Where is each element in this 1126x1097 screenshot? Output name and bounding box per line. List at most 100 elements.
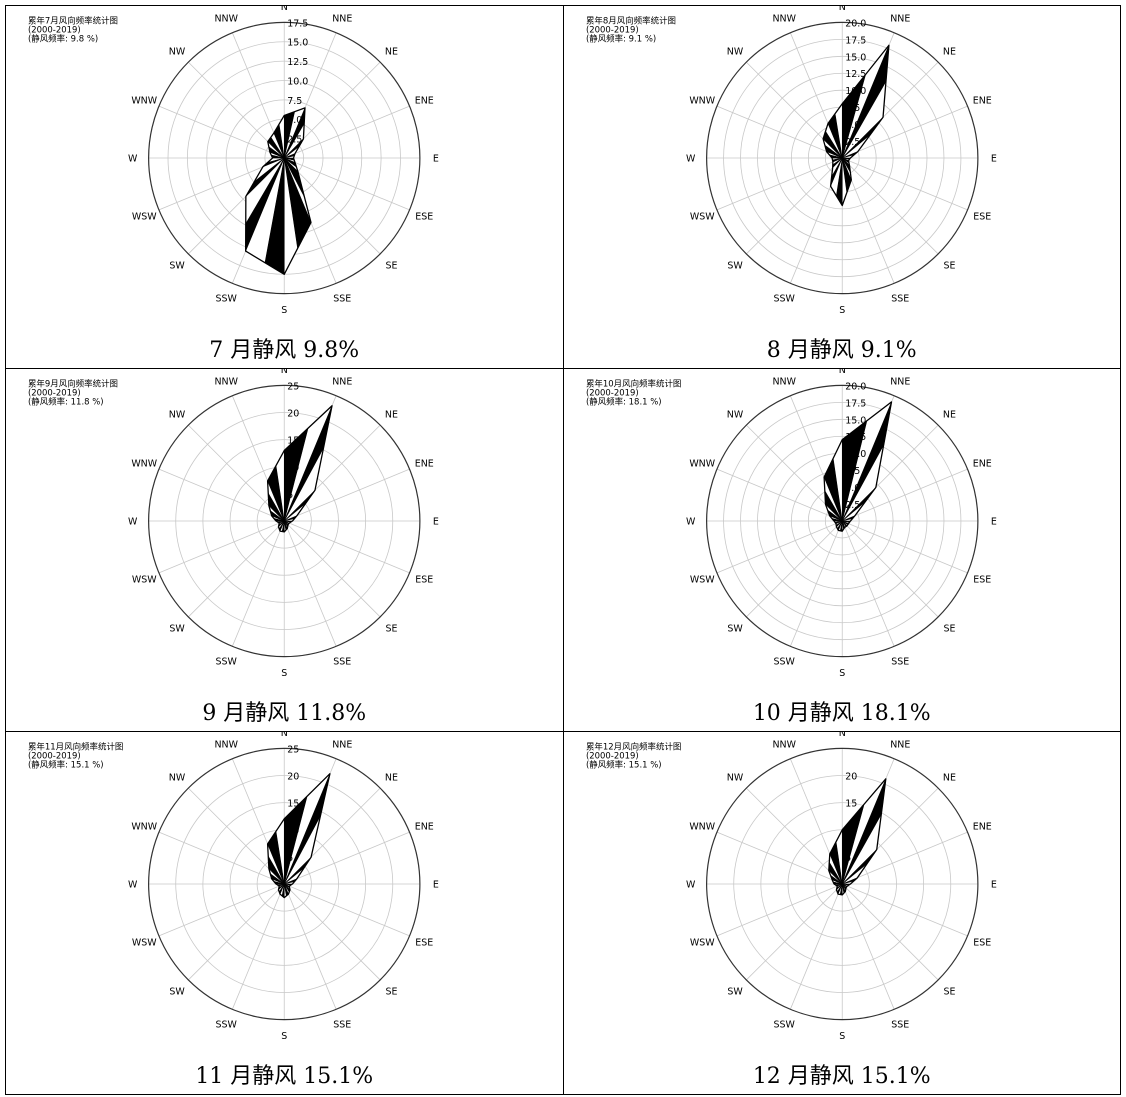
wind-frequency-petal [284,883,294,886]
wind-frequency-petal [841,520,845,530]
radial-tick-label: 17.5 [845,35,866,46]
direction-label: SSW [216,1020,238,1031]
direction-label: NNE [890,739,910,750]
direction-label: N [838,732,845,739]
wind-frequency-petal [284,883,291,889]
calm-frequency-note: (静风频率: 9.1 %) [585,33,655,43]
wind-frequency-petal [841,877,858,885]
wind-frequency-petal [267,136,285,159]
wind-frequency-petal [823,457,843,522]
radial-tick-label: 15.0 [845,52,866,63]
wind-frequency-petal [284,138,304,159]
wind-frequency-petal [283,883,289,897]
direction-label: E [990,154,996,165]
direction-spoke [789,883,843,1010]
radial-grid-ring [739,418,944,624]
wind-frequency-petal [841,157,851,173]
direction-spoke [231,520,285,647]
wind-frequency-petal [273,123,285,159]
direction-label: SSE [891,1020,909,1031]
wind-frequency-petal [839,520,843,532]
direction-label: SW [169,261,185,272]
outer-circle [705,384,978,658]
wind-frequency-petal [281,520,285,533]
direction-label: N [838,369,845,376]
direction-label: NW [169,772,186,783]
wind-frequency-petal [278,520,285,532]
direction-label: SE [385,261,397,272]
direction-label: SW [169,624,185,635]
chart-subtitle: (2000-2019) [28,24,81,34]
direction-label: WSW [132,212,157,223]
wind-frequency-petal [277,520,285,528]
radial-tick-label: 7.5 [845,103,860,114]
direction-label: ESE [973,575,991,586]
radial-tick-label: 15 [287,799,299,810]
direction-spoke [841,831,968,885]
calm-frequency-note: (静风频率: 11.8 %) [28,396,104,406]
radial-tick-label: 5 [845,853,851,864]
radial-tick-label: 25 [287,744,299,755]
direction-spoke [716,883,842,937]
direction-label: NNE [332,376,352,387]
direction-label: WSW [132,938,157,949]
direction-label: NE [942,46,955,57]
direction-label: NE [942,772,955,783]
direction-label: WNW [689,821,715,832]
direction-label: NNE [332,739,352,750]
direction-label: SW [169,987,185,998]
wind-frequency-petal [283,520,289,528]
direction-label: W [128,880,138,891]
wind-frequency-petal [841,157,852,193]
wind-frequency-petal [283,520,288,531]
radial-tick-label: 7.5 [845,466,860,477]
wind-rose-chart: 累年10月风向频率统计图(2000-2019)(静风频率: 18.1 %) 2.5… [585,369,996,679]
chart-subtitle: (2000-2019) [585,24,638,34]
direction-spoke [716,831,842,885]
grid-cell: 累年12月风向频率统计图 (2000-2019) (静风频率: 15.1 %) 5 10… [562,731,1121,1095]
wind-frequency-petal [841,45,889,159]
chart-title: 累年12月风向频率统计图 [585,741,680,751]
wind-frequency-petal [836,883,843,895]
radial-tick-label: 2.5 [287,135,302,146]
direction-spoke [158,105,285,159]
direction-spoke [841,883,968,937]
radial-tick-label: 12.5 [845,432,866,443]
wind-frequency-petal [273,517,285,522]
chart-caption: 9 月静风 11.8% [202,701,367,726]
radial-tick-label: 10.0 [287,77,308,88]
wind-frequency-petal [267,830,285,885]
direction-spoke [841,883,895,1010]
direction-label: SSE [333,1020,351,1031]
direction-label: S [839,668,845,679]
direction-spoke [283,520,381,618]
wind-frequency-petal [826,509,842,522]
wind-frequency-petal [841,157,851,160]
wind-frequency-petal [823,144,842,159]
radial-grid-ring [773,89,910,227]
direction-spoke [283,157,381,255]
grid-row: 累年11月风向频率统计图 (2000-2019) (静风频率: 15.1 %) 5 10… [5,731,1121,1095]
wind-frequency-petal [268,146,285,159]
direction-label: ENE [972,95,991,106]
direction-label: SE [385,987,397,998]
direction-label: E [990,517,996,528]
outer-circle [705,747,978,1021]
direction-label: S [839,1031,845,1042]
wind-frequency-petal [277,883,285,891]
direction-spoke [745,787,843,885]
wind-frequency-petal [281,883,285,899]
radial-grid-ring [756,435,927,607]
direction-label: ESE [415,575,433,586]
direction-label: SW [727,987,743,998]
radial-grid-ring [739,55,944,261]
direction-label: NE [385,46,398,57]
radial-grid-ring [756,72,927,244]
direction-spoke [284,157,410,211]
wind-frequency-petal [264,157,285,275]
direction-label: WSW [689,212,714,223]
direction-label: NNW [214,376,238,387]
wind-frequency-petal [834,883,842,887]
radial-tick-label: 20.0 [845,18,866,29]
radial-tick-label: 15 [845,799,857,810]
